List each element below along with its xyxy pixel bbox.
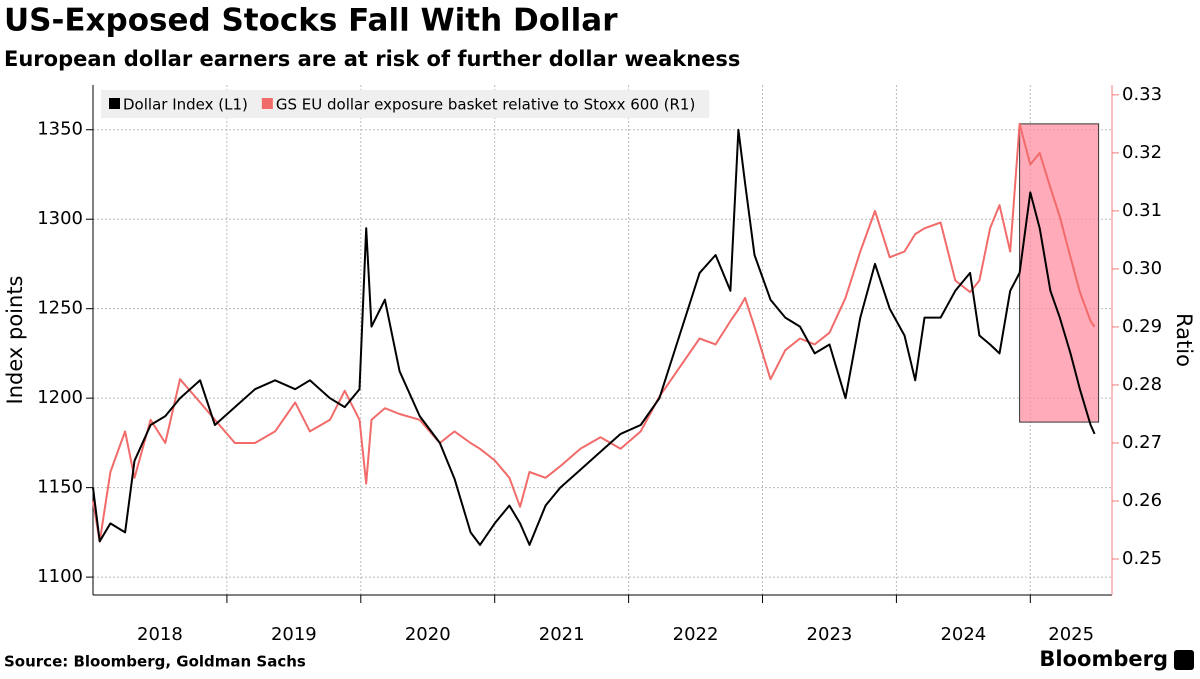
y2-tick-label: 0.32	[1122, 142, 1162, 163]
legend-swatch	[261, 98, 273, 109]
x-tick-label: 2019	[271, 624, 317, 645]
x-tick-label: 2025	[1048, 624, 1094, 645]
series-line	[92, 128, 1096, 546]
brand: Bloomberg	[1039, 647, 1168, 671]
x-tick-label: 2021	[539, 624, 585, 645]
legend-label: Dollar Index (L1)	[123, 96, 248, 114]
x-tick-label: 2018	[137, 624, 183, 645]
series-line	[92, 122, 1096, 543]
y2-tick-label: 0.33	[1122, 84, 1162, 105]
x-tick-label: 2020	[405, 624, 451, 645]
legend-label: GS EU dollar exposure basket relative to…	[276, 96, 695, 114]
y-tick-label: 1150	[37, 477, 83, 498]
y2-tick-label: 0.26	[1122, 490, 1162, 511]
y2-tick-label: 0.28	[1122, 374, 1162, 395]
y-axis-title: Index points	[3, 276, 27, 405]
y-tick-label: 1200	[37, 387, 83, 408]
y-tick-label: 1350	[37, 119, 83, 140]
y-tick-label: 1300	[37, 208, 83, 229]
y2-tick-label: 0.27	[1122, 432, 1162, 453]
y-tick-label: 1100	[37, 566, 83, 587]
legend-bg	[101, 90, 710, 118]
y2-tick-label: 0.29	[1122, 316, 1162, 337]
x-tick-label: 2022	[673, 624, 719, 645]
brand-icon	[1174, 650, 1194, 670]
y-tick-label: 1250	[37, 298, 83, 319]
chart-title: US-Exposed Stocks Fall With Dollar	[4, 3, 618, 39]
y2-axis-title: Ratio	[1172, 313, 1196, 367]
y2-tick-label: 0.30	[1122, 258, 1162, 279]
chart-subtitle: European dollar earners are at risk of f…	[4, 47, 740, 71]
source: Source: Bloomberg, Goldman Sachs	[4, 653, 306, 671]
legend-swatch	[109, 98, 120, 109]
y2-tick-label: 0.25	[1122, 548, 1162, 569]
x-tick-label: 2023	[807, 624, 853, 645]
x-tick-label: 2024	[940, 624, 986, 645]
highlight-box	[1019, 123, 1100, 423]
y2-tick-label: 0.31	[1122, 200, 1162, 221]
